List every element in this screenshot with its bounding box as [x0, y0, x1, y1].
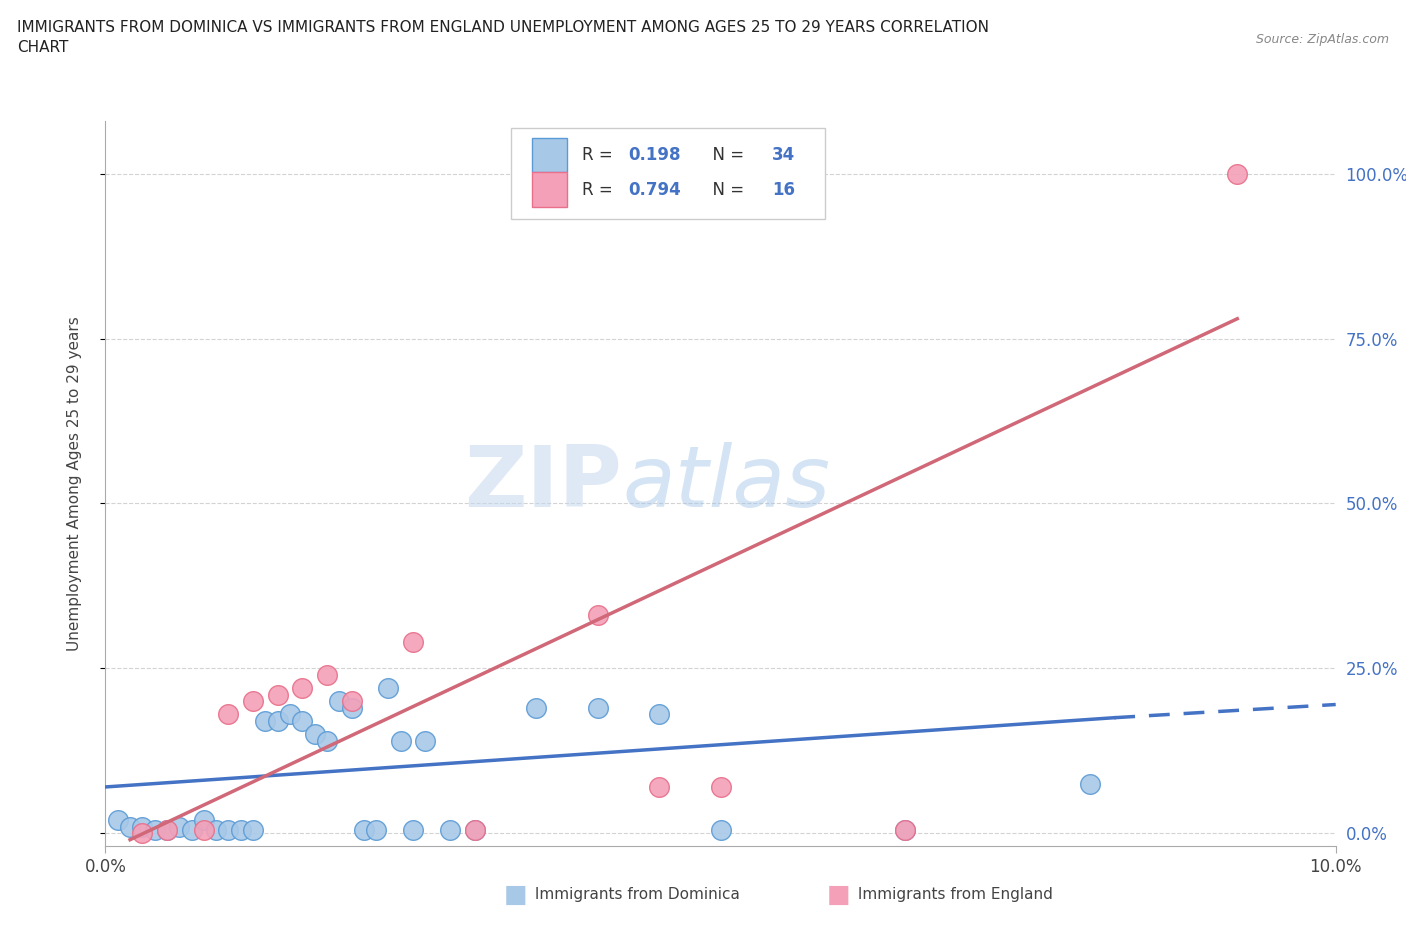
Point [415, 734, 437, 749]
Point [278, 707, 301, 722]
Text: 0.198: 0.198 [628, 146, 681, 164]
Text: CHART: CHART [17, 40, 69, 55]
Point [464, 822, 486, 837]
Text: Immigrants from England: Immigrants from England [853, 887, 1053, 902]
Text: 34: 34 [772, 146, 796, 164]
Text: ZIP: ZIP [464, 442, 621, 525]
Point [218, 707, 240, 722]
Point [586, 700, 609, 715]
Point [710, 779, 733, 794]
Point [229, 822, 252, 837]
FancyBboxPatch shape [533, 138, 567, 172]
Point [464, 822, 486, 837]
Point [242, 694, 264, 709]
Point [524, 700, 547, 715]
Point [315, 668, 337, 683]
Text: ■: ■ [503, 883, 527, 907]
Point [389, 734, 412, 749]
Point [180, 822, 202, 837]
Point [894, 822, 917, 837]
Point [402, 822, 425, 837]
Y-axis label: Unemployment Among Ages 25 to 29 years: Unemployment Among Ages 25 to 29 years [67, 316, 82, 651]
Point [205, 822, 228, 837]
Point [267, 687, 290, 702]
Text: atlas: atlas [621, 442, 830, 525]
Point [315, 734, 337, 749]
Point [193, 813, 215, 828]
Point [156, 822, 179, 837]
Text: Source: ZipAtlas.com: Source: ZipAtlas.com [1256, 33, 1389, 46]
Point [366, 822, 388, 837]
Point [377, 681, 399, 696]
Text: 16: 16 [772, 180, 796, 199]
Point [1226, 166, 1249, 181]
Point [169, 819, 191, 834]
Point [120, 819, 141, 834]
Point [328, 694, 350, 709]
Point [340, 694, 363, 709]
Point [131, 826, 153, 841]
Point [131, 819, 153, 834]
Point [648, 707, 671, 722]
Point [291, 713, 314, 728]
Text: R =: R = [582, 180, 617, 199]
Point [291, 681, 314, 696]
Point [218, 822, 240, 837]
Text: Immigrants from Dominica: Immigrants from Dominica [530, 887, 740, 902]
Point [254, 713, 277, 728]
Point [143, 822, 166, 837]
Point [107, 813, 129, 828]
Point [1078, 777, 1101, 791]
Point [710, 822, 733, 837]
Point [402, 634, 425, 649]
Point [193, 822, 215, 837]
Point [267, 713, 290, 728]
Point [894, 822, 917, 837]
Text: IMMIGRANTS FROM DOMINICA VS IMMIGRANTS FROM ENGLAND UNEMPLOYMENT AMONG AGES 25 T: IMMIGRANTS FROM DOMINICA VS IMMIGRANTS F… [17, 20, 988, 35]
Point [648, 779, 671, 794]
Point [353, 822, 375, 837]
Point [439, 822, 461, 837]
Text: ■: ■ [827, 883, 851, 907]
Text: N =: N = [702, 146, 749, 164]
Point [586, 608, 609, 623]
FancyBboxPatch shape [512, 128, 825, 219]
Text: N =: N = [702, 180, 749, 199]
Point [156, 822, 179, 837]
Point [242, 822, 264, 837]
Point [340, 700, 363, 715]
Text: 0.794: 0.794 [628, 180, 681, 199]
Point [304, 726, 326, 741]
Text: R =: R = [582, 146, 617, 164]
FancyBboxPatch shape [533, 172, 567, 207]
